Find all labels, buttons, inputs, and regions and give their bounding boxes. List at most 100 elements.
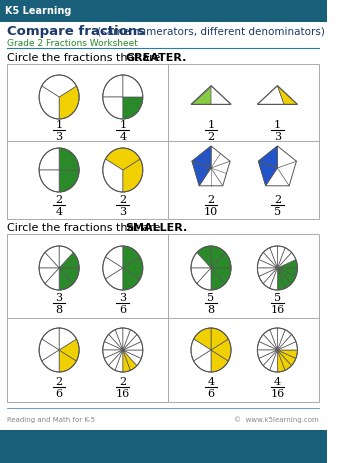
Wedge shape bbox=[106, 268, 123, 290]
Wedge shape bbox=[257, 350, 278, 358]
Wedge shape bbox=[197, 246, 211, 268]
Wedge shape bbox=[115, 328, 123, 350]
Wedge shape bbox=[197, 268, 211, 290]
Wedge shape bbox=[278, 334, 296, 350]
Text: 1: 1 bbox=[119, 120, 126, 130]
Wedge shape bbox=[259, 268, 278, 283]
Wedge shape bbox=[123, 334, 141, 350]
Polygon shape bbox=[258, 161, 278, 186]
Text: 2: 2 bbox=[208, 132, 215, 142]
Wedge shape bbox=[278, 268, 285, 290]
Text: 2: 2 bbox=[274, 195, 281, 205]
Text: Reading and Math for K-5: Reading and Math for K-5 bbox=[7, 417, 95, 423]
Wedge shape bbox=[45, 246, 59, 268]
Wedge shape bbox=[59, 328, 76, 350]
Text: GREATER.: GREATER. bbox=[126, 53, 187, 63]
Wedge shape bbox=[123, 246, 140, 268]
Text: 2: 2 bbox=[56, 377, 63, 387]
Wedge shape bbox=[211, 252, 231, 268]
Polygon shape bbox=[258, 146, 297, 186]
Text: 3: 3 bbox=[56, 132, 63, 142]
FancyBboxPatch shape bbox=[0, 0, 327, 22]
Wedge shape bbox=[42, 350, 59, 372]
Text: 8: 8 bbox=[56, 305, 63, 315]
Wedge shape bbox=[123, 159, 143, 192]
Wedge shape bbox=[59, 148, 79, 170]
Wedge shape bbox=[123, 350, 130, 372]
Text: SMALLER.: SMALLER. bbox=[126, 223, 188, 233]
Text: 2: 2 bbox=[119, 377, 126, 387]
Text: Compare fractions: Compare fractions bbox=[7, 25, 145, 38]
Text: 4: 4 bbox=[208, 377, 215, 387]
Wedge shape bbox=[257, 268, 278, 276]
Wedge shape bbox=[270, 246, 278, 268]
Polygon shape bbox=[192, 146, 230, 186]
Wedge shape bbox=[59, 268, 73, 290]
Wedge shape bbox=[39, 339, 59, 361]
Wedge shape bbox=[59, 268, 79, 283]
Wedge shape bbox=[278, 260, 297, 268]
Text: 3: 3 bbox=[274, 132, 281, 142]
Wedge shape bbox=[278, 268, 292, 288]
Wedge shape bbox=[278, 330, 292, 350]
Text: 6: 6 bbox=[208, 389, 215, 399]
Wedge shape bbox=[123, 342, 143, 350]
Polygon shape bbox=[258, 146, 278, 168]
Wedge shape bbox=[194, 328, 211, 350]
Text: 6: 6 bbox=[119, 305, 126, 315]
Wedge shape bbox=[123, 97, 143, 119]
Wedge shape bbox=[263, 268, 278, 288]
Text: Circle the fractions that are: Circle the fractions that are bbox=[7, 223, 164, 233]
Wedge shape bbox=[104, 334, 123, 350]
Wedge shape bbox=[104, 350, 123, 366]
Wedge shape bbox=[270, 268, 278, 290]
Wedge shape bbox=[109, 350, 123, 370]
Text: 6: 6 bbox=[56, 389, 63, 399]
Wedge shape bbox=[191, 268, 211, 283]
Text: K5 Learning: K5 Learning bbox=[5, 6, 71, 16]
Wedge shape bbox=[123, 268, 140, 290]
Text: 1: 1 bbox=[208, 120, 215, 130]
Text: 2: 2 bbox=[208, 195, 215, 205]
Wedge shape bbox=[259, 252, 278, 268]
Wedge shape bbox=[42, 75, 76, 97]
Wedge shape bbox=[278, 268, 296, 283]
Wedge shape bbox=[259, 350, 278, 366]
Wedge shape bbox=[278, 350, 297, 358]
Text: 1: 1 bbox=[56, 120, 63, 130]
Text: 5: 5 bbox=[274, 207, 281, 217]
Wedge shape bbox=[211, 268, 225, 290]
Text: Circle the fractions that are: Circle the fractions that are bbox=[7, 53, 164, 63]
Text: 3: 3 bbox=[119, 207, 126, 217]
FancyBboxPatch shape bbox=[7, 234, 319, 402]
Wedge shape bbox=[103, 342, 123, 350]
Wedge shape bbox=[263, 330, 278, 350]
Wedge shape bbox=[103, 75, 123, 97]
Wedge shape bbox=[103, 257, 123, 279]
Polygon shape bbox=[278, 86, 297, 104]
FancyBboxPatch shape bbox=[7, 64, 319, 219]
Wedge shape bbox=[39, 148, 59, 170]
Text: 8: 8 bbox=[208, 305, 215, 315]
Wedge shape bbox=[59, 86, 79, 119]
Wedge shape bbox=[39, 268, 59, 283]
Wedge shape bbox=[123, 75, 143, 97]
Text: 4: 4 bbox=[56, 207, 63, 217]
Text: 1: 1 bbox=[274, 120, 281, 130]
Wedge shape bbox=[278, 268, 297, 276]
Text: 3: 3 bbox=[56, 293, 63, 303]
Text: 5: 5 bbox=[208, 293, 215, 303]
Text: 2: 2 bbox=[119, 195, 126, 205]
Wedge shape bbox=[191, 339, 211, 361]
Wedge shape bbox=[278, 350, 285, 372]
Text: 16: 16 bbox=[270, 305, 285, 315]
Text: 4: 4 bbox=[274, 377, 281, 387]
Wedge shape bbox=[59, 339, 79, 361]
Wedge shape bbox=[123, 328, 130, 350]
Wedge shape bbox=[278, 252, 296, 268]
Wedge shape bbox=[103, 159, 123, 192]
Wedge shape bbox=[211, 268, 231, 283]
Wedge shape bbox=[123, 257, 143, 279]
Text: Grade 2 Fractions Worksheet: Grade 2 Fractions Worksheet bbox=[7, 38, 138, 48]
Wedge shape bbox=[103, 97, 123, 119]
